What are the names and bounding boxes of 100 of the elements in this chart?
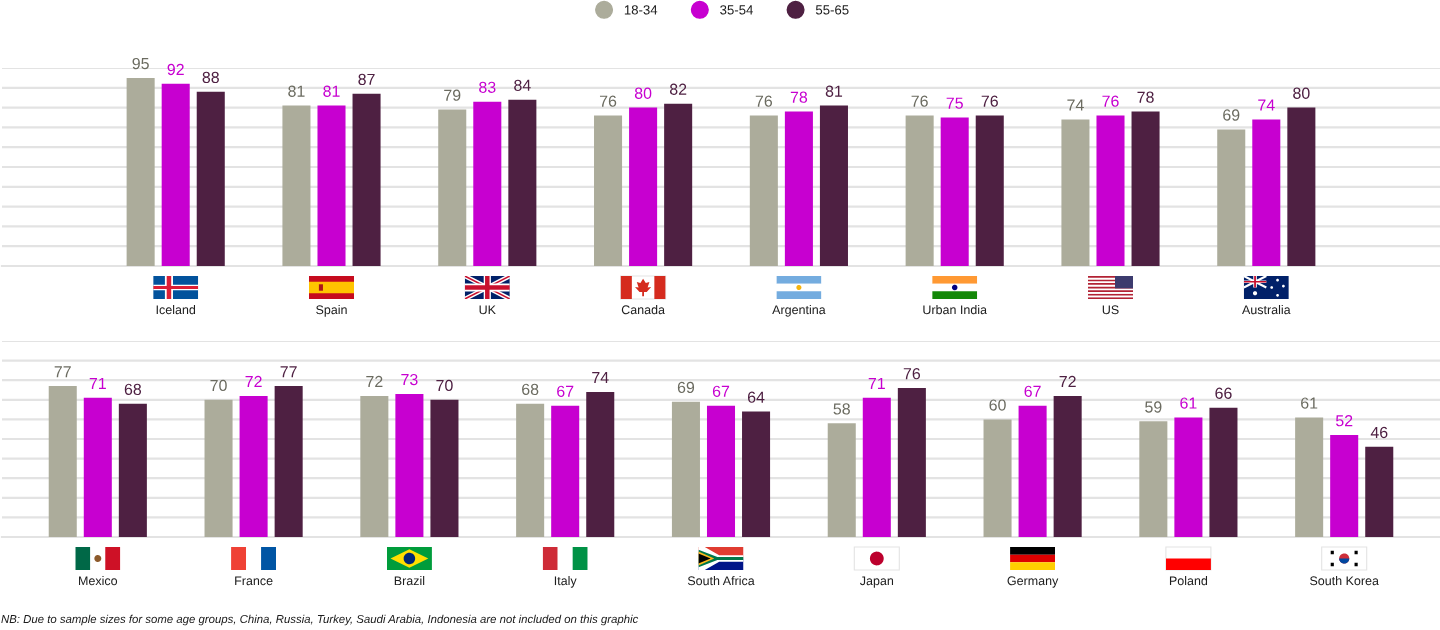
bar	[239, 395, 268, 537]
bar	[1053, 395, 1082, 537]
bar	[671, 401, 700, 537]
bar	[594, 115, 623, 266]
data-label: 77	[54, 366, 71, 378]
x-tick-label: France	[235, 576, 273, 586]
data-label: 73	[401, 373, 418, 386]
bar	[551, 405, 580, 537]
data-label: 58	[833, 403, 850, 415]
data-label: 83	[479, 81, 496, 93]
bar	[749, 115, 778, 266]
data-label: 88	[202, 71, 219, 84]
legend-label: 55-65	[815, 5, 849, 15]
bar	[83, 397, 112, 537]
data-label: 72	[366, 375, 383, 388]
bar	[975, 115, 1004, 266]
bar	[1061, 119, 1090, 266]
x-tick-label: Australia	[1242, 305, 1291, 315]
bar	[983, 419, 1012, 537]
x-tick-label: Canada	[621, 305, 665, 315]
text: NB: Due to sample sizes for some age groups, China, Russia, Turkey, Saudi Arabia, Indonesia are not included on this graphic	[1, 614, 639, 626]
data-label: 81	[323, 85, 340, 97]
bar	[862, 397, 891, 537]
x-tick-label: US	[1102, 305, 1119, 315]
bar	[1131, 111, 1160, 266]
x-tick-label: Poland	[1169, 576, 1208, 586]
data-label: 80	[634, 87, 652, 99]
data-label: 68	[124, 383, 142, 396]
bar	[1174, 417, 1203, 537]
x-tick-label: Spain	[316, 305, 347, 317]
data-label: 70	[436, 379, 453, 392]
data-label: 78	[1137, 91, 1154, 103]
data-label: 74	[1067, 99, 1084, 111]
data-label: 78	[790, 91, 808, 103]
x-tick-label: South Africa	[687, 576, 755, 586]
bar	[1252, 119, 1281, 266]
data-label: 74	[592, 372, 609, 384]
data-label: 69	[1223, 109, 1240, 121]
bar	[1209, 407, 1238, 537]
x-tick-label: Urban India	[923, 305, 988, 315]
bar	[274, 386, 303, 537]
bar	[629, 107, 658, 266]
bar	[827, 423, 856, 537]
data-label: 68	[522, 383, 539, 396]
data-label: 64	[747, 391, 765, 403]
data-label: 77	[280, 366, 297, 378]
bar	[664, 103, 693, 266]
data-label: 79	[444, 89, 461, 101]
data-label: 80	[1293, 87, 1310, 99]
bar	[1295, 417, 1324, 537]
x-tick-label: Italy	[554, 576, 577, 588]
x-tick-label: Germany	[1007, 576, 1059, 588]
bar	[360, 395, 389, 537]
data-label: 69	[677, 381, 695, 394]
data-label: 46	[1370, 426, 1388, 439]
data-label: 67	[557, 385, 574, 397]
data-label: 67	[1024, 385, 1041, 397]
bar	[1330, 435, 1359, 537]
bar	[118, 403, 147, 537]
data-label: 61	[1301, 397, 1318, 409]
data-label: 74	[1258, 99, 1275, 111]
bar	[161, 83, 190, 266]
bar	[706, 405, 736, 537]
data-label: 72	[245, 375, 262, 388]
bar	[317, 105, 346, 266]
data-label: 67	[712, 385, 730, 397]
data-label: 76	[1102, 95, 1119, 107]
data-label: 72	[1059, 375, 1076, 388]
bar	[1287, 107, 1316, 266]
bar	[1217, 129, 1246, 266]
x-tick-label: Mexico	[79, 576, 118, 586]
x-tick-label: Argentina	[772, 305, 826, 317]
x-tick-label: South Korea	[1310, 576, 1379, 586]
bar	[1365, 446, 1394, 537]
data-label: 60	[989, 399, 1006, 411]
bar	[516, 403, 545, 537]
data-label: 76	[981, 95, 998, 107]
bar	[438, 109, 467, 266]
data-label: 95	[132, 57, 149, 70]
bar	[1096, 115, 1125, 266]
x-tick-label: Brazil	[394, 576, 425, 586]
data-label: 82	[669, 83, 687, 95]
data-label: 71	[868, 377, 885, 389]
data-label: 84	[514, 79, 531, 91]
legend-label: 18-34	[624, 5, 658, 15]
bar	[586, 391, 615, 537]
data-label: 70	[210, 379, 227, 392]
bar	[819, 105, 848, 266]
data-label: 76	[599, 95, 617, 107]
bar	[1018, 405, 1047, 537]
bar	[473, 101, 502, 266]
data-label: 59	[1145, 401, 1162, 413]
bar	[430, 399, 459, 537]
bar	[126, 77, 155, 266]
data-label: 75	[946, 97, 963, 109]
bar	[395, 393, 424, 537]
bar	[742, 411, 771, 537]
data-label: 52	[1335, 415, 1353, 427]
data-label: 76	[911, 95, 928, 107]
data-label: 87	[358, 73, 375, 86]
